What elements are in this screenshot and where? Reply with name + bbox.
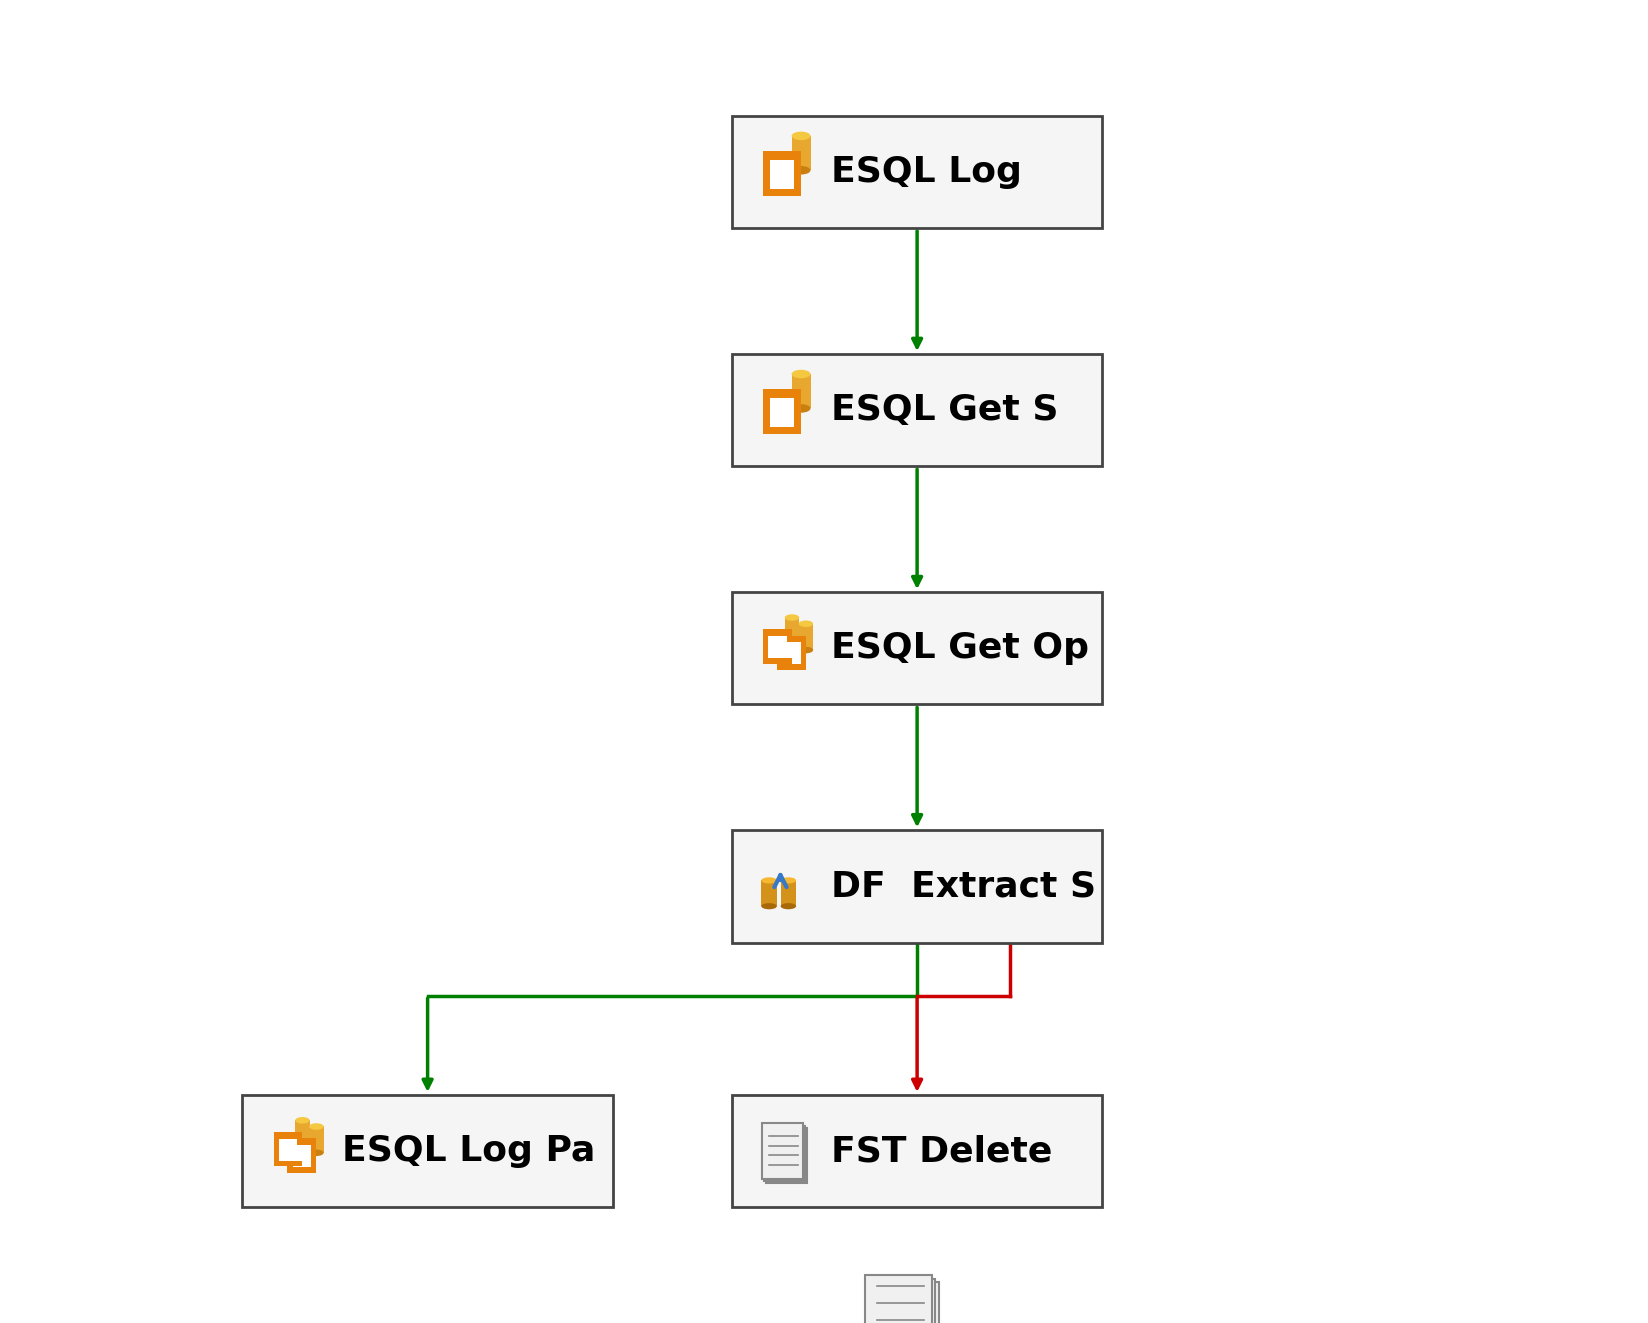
FancyBboxPatch shape (732, 593, 1101, 704)
FancyBboxPatch shape (761, 1123, 803, 1179)
Bar (763, 426, 801, 434)
Text: DF  Extract S: DF Extract S (831, 869, 1096, 904)
Bar (287, 1167, 316, 1172)
Ellipse shape (780, 904, 796, 909)
Bar (293, 1144, 311, 1167)
Bar (798, 623, 812, 650)
Ellipse shape (791, 404, 811, 413)
Bar (279, 1139, 297, 1162)
Ellipse shape (308, 1123, 323, 1130)
Ellipse shape (798, 647, 812, 654)
Bar (763, 151, 801, 196)
FancyBboxPatch shape (732, 116, 1101, 228)
FancyBboxPatch shape (868, 1278, 934, 1323)
Text: ESQL Get S: ESQL Get S (831, 393, 1058, 427)
Bar (287, 1138, 316, 1172)
Text: ESQL Get Op: ESQL Get Op (831, 631, 1088, 665)
Ellipse shape (784, 640, 799, 647)
Ellipse shape (791, 369, 811, 378)
Bar (781, 642, 801, 664)
Bar (780, 880, 796, 906)
Text: FST Delete: FST Delete (831, 1134, 1051, 1168)
FancyBboxPatch shape (732, 355, 1101, 467)
Bar (308, 1126, 323, 1152)
Ellipse shape (791, 165, 811, 175)
Bar (768, 636, 786, 659)
FancyBboxPatch shape (732, 831, 1101, 942)
Bar (791, 374, 811, 409)
Bar (763, 630, 791, 664)
Bar (770, 160, 794, 189)
Bar (761, 880, 776, 906)
FancyBboxPatch shape (763, 1126, 804, 1180)
Bar (791, 136, 811, 171)
Ellipse shape (295, 1143, 310, 1150)
Ellipse shape (784, 614, 799, 620)
Ellipse shape (791, 131, 811, 140)
Bar (274, 1132, 302, 1167)
FancyBboxPatch shape (865, 1275, 931, 1323)
Bar (274, 1160, 302, 1167)
Ellipse shape (780, 877, 796, 884)
Bar (776, 664, 806, 669)
FancyBboxPatch shape (765, 1127, 806, 1183)
Text: ESQL Log Pa: ESQL Log Pa (341, 1134, 595, 1168)
Bar (763, 389, 801, 434)
Bar (784, 618, 799, 644)
Bar (770, 398, 794, 427)
FancyBboxPatch shape (242, 1095, 613, 1207)
Ellipse shape (308, 1150, 323, 1156)
Text: ESQL Log: ESQL Log (831, 155, 1022, 189)
Ellipse shape (295, 1117, 310, 1123)
Ellipse shape (798, 620, 812, 627)
Bar (763, 188, 801, 196)
Ellipse shape (761, 877, 776, 884)
Ellipse shape (761, 904, 776, 909)
Bar (763, 658, 791, 664)
FancyBboxPatch shape (732, 1095, 1101, 1207)
Bar (295, 1121, 310, 1147)
Bar (776, 635, 806, 669)
FancyBboxPatch shape (872, 1282, 938, 1323)
